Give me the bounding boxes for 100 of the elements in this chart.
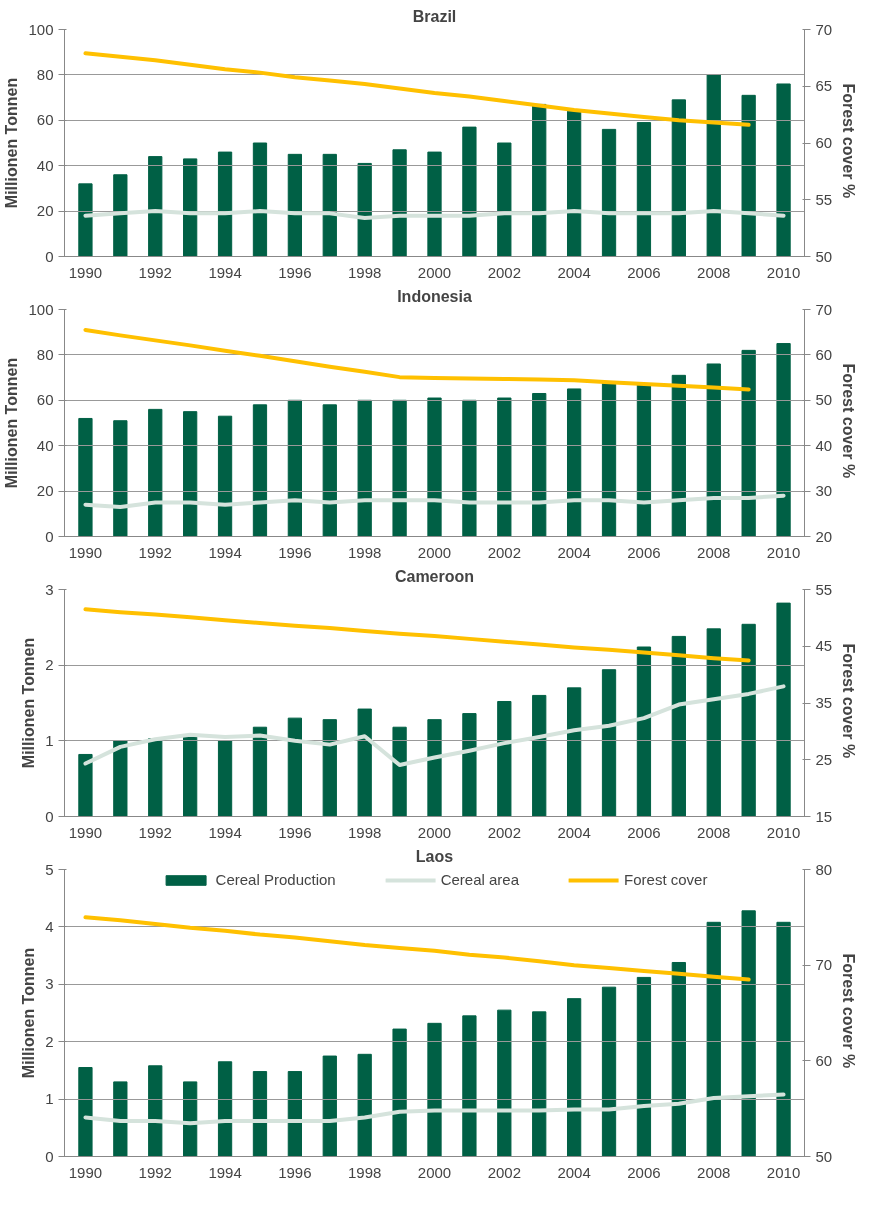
bar	[148, 408, 163, 537]
bar	[357, 708, 372, 817]
x-tick-label: 2006	[627, 543, 661, 561]
x-tick-label: 1998	[348, 543, 382, 561]
y2-tick-label: 50	[815, 247, 833, 265]
x-tick-label: 2002	[487, 543, 521, 561]
bar	[217, 740, 233, 817]
x-tick-label: 1994	[208, 543, 242, 561]
bar	[252, 404, 268, 537]
x-tick-label: 2004	[557, 543, 591, 561]
bar	[392, 726, 407, 817]
y-tick-label: 80	[36, 345, 54, 363]
y-tick-label: 3	[45, 580, 54, 598]
y-tick-label: 1	[45, 1090, 54, 1108]
x-tick-label: 2010	[766, 543, 801, 561]
y-tick-label: 60	[36, 111, 54, 129]
bar	[671, 99, 686, 257]
y2-tick-label: 55	[815, 190, 833, 208]
bar	[462, 713, 477, 817]
x-tick-label: 1992	[138, 1163, 172, 1181]
bar	[113, 174, 128, 257]
y-tick-label: 0	[45, 1147, 54, 1165]
bar	[148, 738, 163, 817]
bar	[392, 399, 407, 537]
y2-tick-label: 50	[815, 1147, 833, 1165]
y-tick-label: 60	[36, 391, 54, 409]
x-tick-label: 1996	[278, 263, 312, 281]
bar	[392, 149, 407, 257]
bar	[636, 976, 652, 1157]
x-tick-label: 2008	[697, 823, 731, 841]
bar	[532, 694, 547, 817]
bar	[636, 383, 652, 537]
bar	[636, 122, 652, 257]
bar	[776, 343, 791, 537]
y-axis-title: Millionen Tonnen	[3, 357, 21, 489]
bar	[532, 392, 547, 537]
bar	[113, 740, 128, 817]
x-tick-label: 1998	[348, 263, 382, 281]
y-tick-label: 40	[36, 436, 54, 454]
x-tick-label: 1992	[138, 823, 172, 841]
x-tick-label: 2002	[487, 263, 521, 281]
bar	[427, 151, 442, 257]
y-tick-label: 5	[45, 860, 54, 878]
bar	[357, 1053, 372, 1157]
bar	[252, 142, 268, 257]
x-tick-label: 2010	[766, 1163, 801, 1181]
bar	[357, 162, 372, 257]
bar	[776, 921, 791, 1157]
bar	[427, 1022, 442, 1157]
y-tick-label: 1	[45, 731, 54, 749]
line-series	[83, 607, 751, 663]
bar	[148, 156, 163, 257]
bar	[462, 1015, 477, 1157]
y-tick-label: 3	[45, 975, 54, 993]
legend-label: Cereal Production	[215, 871, 336, 888]
y-axis-title: Millionen Tonnen	[20, 947, 38, 1079]
y-tick-label: 100	[28, 300, 54, 318]
x-tick-label: 1992	[138, 263, 172, 281]
y2-tick-label: 70	[815, 956, 833, 974]
bar	[741, 910, 756, 1157]
chart-title: Laos	[415, 847, 454, 865]
x-tick-label: 2000	[417, 263, 452, 281]
bar	[706, 628, 721, 817]
x-tick-label: 2006	[627, 823, 661, 841]
bar	[741, 349, 756, 537]
y-tick-label: 2	[45, 656, 54, 674]
bar	[78, 753, 93, 817]
y2-tick-label: 25	[815, 750, 833, 768]
y2-tick-label: 70	[815, 300, 833, 318]
x-tick-label: 1990	[68, 263, 103, 281]
y2-tick-label: 60	[815, 1051, 833, 1069]
x-tick-label: 1992	[138, 543, 172, 561]
bar	[706, 363, 721, 537]
bar	[601, 986, 617, 1157]
y2-axis-title: Forest cover %	[840, 953, 858, 1069]
bar	[566, 687, 582, 817]
x-tick-label: 1996	[278, 543, 312, 561]
y-tick-label: 0	[45, 527, 54, 545]
x-tick-label: 1994	[208, 823, 242, 841]
bar	[357, 399, 372, 537]
bar	[217, 415, 233, 537]
y-tick-label: 80	[36, 65, 54, 83]
y2-axis-title: Forest cover %	[840, 643, 858, 759]
bar	[706, 74, 721, 257]
x-tick-label: 2006	[627, 1163, 661, 1181]
y2-tick-label: 65	[815, 77, 833, 95]
x-tick-label: 2000	[417, 543, 452, 561]
y2-axis-title: Forest cover %	[840, 83, 858, 199]
y2-tick-label: 60	[815, 134, 833, 151]
line-series	[83, 493, 786, 509]
bar	[636, 646, 652, 817]
bar	[113, 420, 128, 537]
x-tick-label: 1998	[348, 823, 382, 841]
line-series	[83, 915, 751, 982]
bar	[287, 153, 303, 257]
bar	[776, 83, 791, 257]
x-tick-label: 2000	[417, 823, 452, 841]
bar	[566, 388, 582, 537]
y2-tick-label: 55	[815, 580, 833, 598]
y-tick-label: 20	[36, 202, 54, 220]
